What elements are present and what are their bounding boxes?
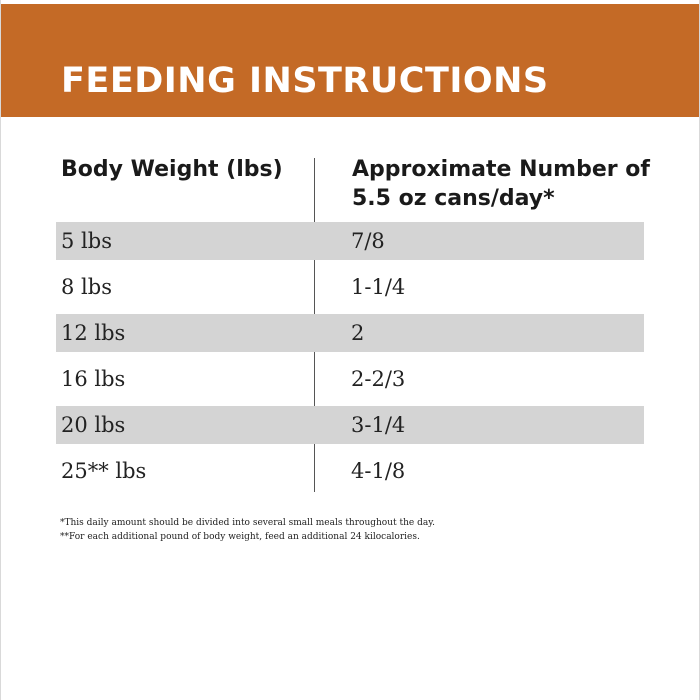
table-row: 20 lbs 3-1/4 (56, 406, 644, 444)
cans-per-day-cell: 3-1/4 (351, 413, 406, 437)
cans-per-day-cell: 2-2/3 (351, 367, 406, 391)
footnote-additional-calories: **For each additional pound of body weig… (60, 532, 420, 542)
table-row: 5 lbs 7/8 (56, 222, 644, 260)
body-weight-cell: 25** lbs (61, 459, 147, 483)
table-row: 16 lbs 2-2/3 (56, 360, 644, 398)
header-banner: FEEDING INSTRUCTIONS (1, 4, 699, 117)
body-weight-cell: 20 lbs (61, 413, 126, 437)
body-weight-cell: 16 lbs (61, 367, 126, 391)
body-weight-cell: 8 lbs (61, 275, 112, 299)
cans-per-day-cell: 4-1/8 (351, 459, 406, 483)
footnotes: *This daily amount should be divided int… (60, 516, 660, 544)
page-title: FEEDING INSTRUCTIONS (61, 61, 549, 101)
footnote-daily-amount: *This daily amount should be divided int… (60, 518, 435, 528)
column-header-cans-per-day: Approximate Number of 5.5 oz cans/day* (352, 157, 650, 211)
body-weight-cell: 5 lbs (61, 229, 112, 253)
cans-per-day-cell: 1-1/4 (351, 275, 406, 299)
column-header-body-weight: Body Weight (lbs) (61, 157, 283, 182)
feeding-table: 5 lbs 7/8 8 lbs 1-1/4 12 lbs 2 16 lbs 2-… (56, 222, 644, 498)
table-row: 12 lbs 2 (56, 314, 644, 352)
table-row: 8 lbs 1-1/4 (56, 268, 644, 306)
cans-per-day-cell: 2 (351, 321, 365, 345)
table-row: 25** lbs 4-1/8 (56, 452, 644, 490)
body-weight-cell: 12 lbs (61, 321, 126, 345)
cans-per-day-cell: 7/8 (351, 229, 385, 253)
